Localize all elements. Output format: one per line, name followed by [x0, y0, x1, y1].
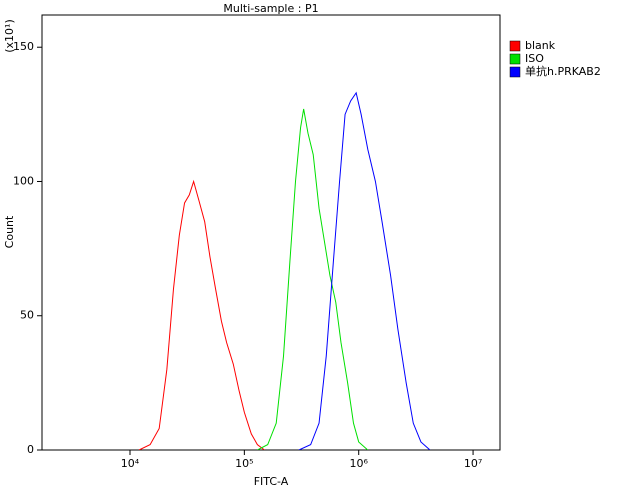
legend-swatch — [509, 53, 521, 65]
x-tick-label: 10⁴ — [121, 457, 140, 470]
legend-label: blank — [525, 39, 556, 52]
legend-label: ISO — [525, 52, 544, 65]
plot-frame — [41, 14, 501, 451]
series-line — [257, 108, 369, 450]
legend-label: 单抗h.PRKAB2 — [525, 64, 601, 78]
chart-title: Multi-sample : P1 — [223, 2, 318, 15]
legend-swatch — [509, 40, 521, 52]
series-line — [138, 179, 265, 450]
y-tick-label: 150 — [13, 40, 34, 53]
y-tick-label: 50 — [20, 309, 34, 322]
series-line — [298, 91, 431, 450]
x-tick-label: 10⁶ — [350, 457, 369, 470]
x-tick-label: 10⁷ — [464, 457, 482, 470]
y-tick-label: 100 — [13, 174, 34, 187]
y-axis-label: Count — [3, 215, 16, 248]
x-tick-label: 10⁵ — [235, 457, 253, 470]
y-tick-label: 0 — [27, 443, 34, 456]
y-multiplier: (x10¹) — [3, 19, 16, 53]
x-axis-label: FITC-A — [254, 475, 289, 488]
legend-swatch — [509, 66, 521, 78]
